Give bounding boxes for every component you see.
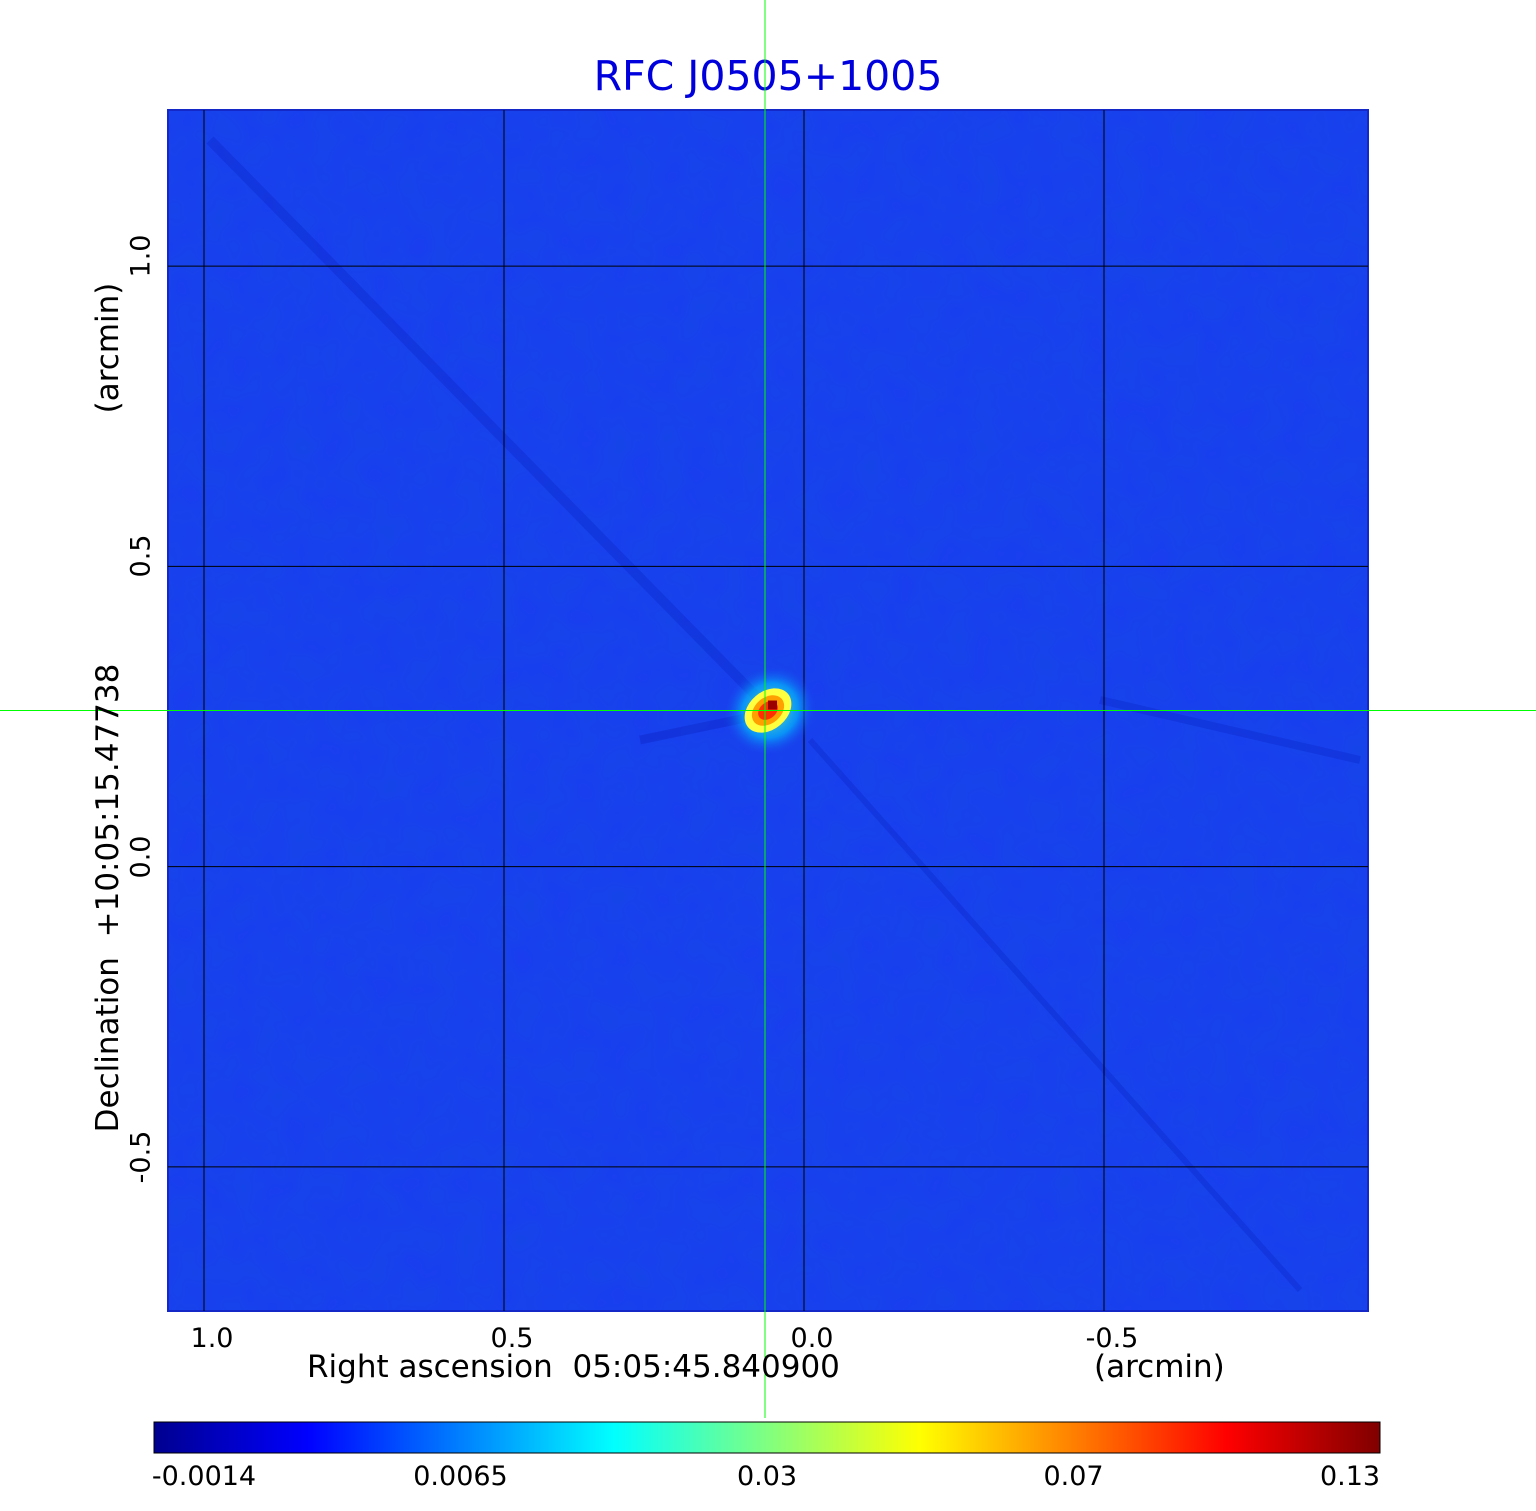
y-tick-label: -0.5 [125, 1130, 157, 1184]
colorbar-tick-label: 0.03 [736, 1461, 798, 1492]
x-axis-label: Right ascension 05:05:45.840900 [307, 1349, 840, 1385]
y-tick-label: 0.0 [125, 835, 157, 879]
y-axis-unit: (arcmin) [90, 282, 126, 414]
x-tick-label: 1.0 [190, 1323, 234, 1354]
y-tick-label: 0.5 [125, 534, 157, 578]
colorbar-tick-label: 0.07 [1043, 1461, 1104, 1492]
x-tick-label: 0.5 [490, 1323, 534, 1354]
x-axis-unit: (arcmin) [1094, 1349, 1225, 1385]
x-tick-label: -0.5 [1085, 1323, 1139, 1354]
colorbar-tick-label: -0.0014 [151, 1461, 257, 1492]
crosshair [0, 0, 1536, 1418]
chart-title: RFC J0505+1005 [593, 52, 943, 100]
colorbar-tick-label: 0.0065 [413, 1461, 508, 1492]
y-tick-label: 1.0 [125, 234, 157, 278]
colorbar [153, 1421, 1381, 1454]
colorbar-tick-label: 0.13 [1319, 1461, 1381, 1492]
y-axis-label: Declination +10:05:15.47738 [90, 663, 126, 1133]
x-tick-label: 0.0 [790, 1323, 834, 1354]
source-peak [768, 700, 777, 710]
